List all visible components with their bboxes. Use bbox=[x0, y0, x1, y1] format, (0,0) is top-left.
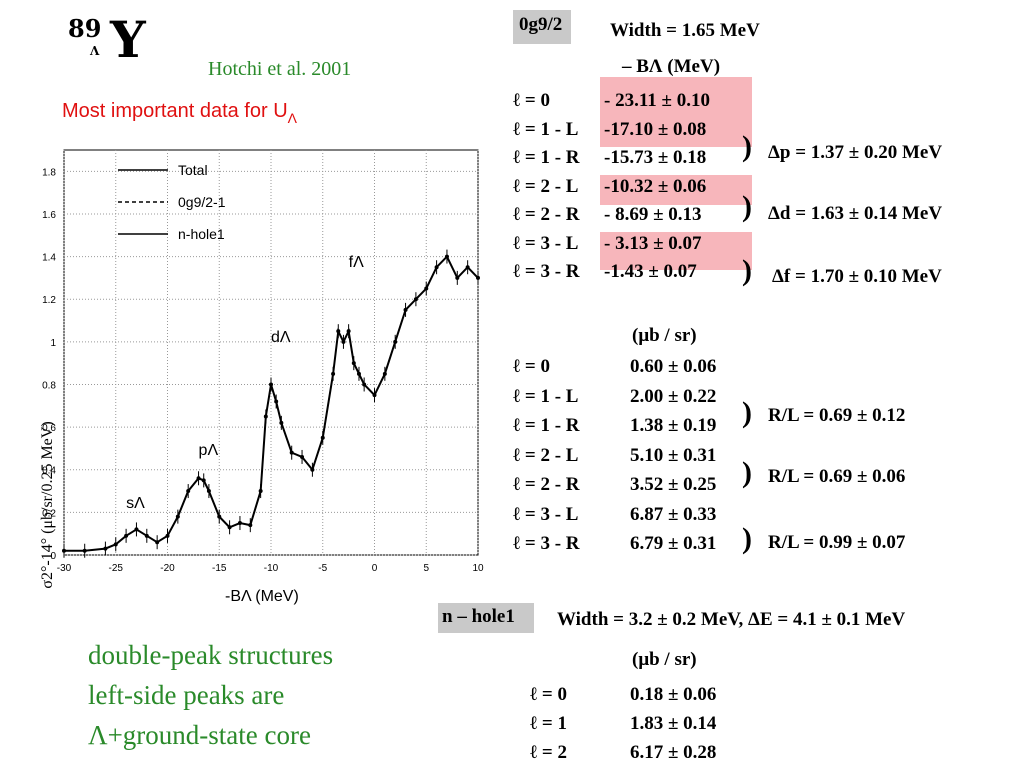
x-tick-label: -10 bbox=[264, 563, 279, 574]
peak-label: sΛ bbox=[126, 495, 145, 512]
brace-d: ) bbox=[742, 190, 752, 223]
peak-label: fΛ bbox=[349, 254, 364, 271]
xs-row-label: ℓ = 3 - L bbox=[513, 503, 579, 525]
energy-row-label: ℓ = 0 bbox=[513, 90, 550, 111]
nhole-row-value: 0.18 ± 0.06 bbox=[630, 684, 717, 705]
y-tick-label: 1 bbox=[50, 338, 56, 349]
ratio-3: R/L = 0.99 ± 0.07 bbox=[768, 532, 906, 553]
highlight-3 bbox=[600, 232, 752, 270]
brace-f: ) bbox=[742, 254, 752, 287]
y-tick-label: 1.8 bbox=[42, 167, 56, 178]
brace-r1: ) bbox=[742, 396, 752, 429]
note-line-2: left-side peaks are bbox=[88, 680, 285, 710]
xs-row-value: 1.38 ± 0.19 bbox=[630, 415, 717, 436]
xs-unit: (μb / sr) bbox=[632, 325, 697, 346]
nhole-row-value: 1.83 ± 0.14 bbox=[630, 713, 717, 734]
brace-r2: ) bbox=[742, 456, 752, 489]
mass-number: 89 bbox=[68, 14, 102, 43]
x-axis-label: -BΛ (MeV) bbox=[225, 588, 299, 605]
peak-label: pΛ bbox=[199, 442, 219, 459]
nhole-unit: (μb / sr) bbox=[632, 649, 697, 670]
y-tick-label: 0.2 bbox=[42, 508, 56, 519]
x-tick-label: -20 bbox=[160, 563, 175, 574]
y-tick-label: 1.6 bbox=[42, 210, 56, 221]
table-0g-width: Width = 1.65 MeV bbox=[610, 20, 760, 41]
energy-row-value: -17.10 ± 0.08 bbox=[604, 118, 707, 140]
x-tick-label: -15 bbox=[212, 563, 227, 574]
reference: Hotchi et al. 2001 bbox=[208, 58, 352, 80]
energy-row-value: -15.73 ± 0.18 bbox=[604, 147, 707, 168]
energy-row-value: - 3.13 ± 0.07 bbox=[604, 232, 702, 254]
legend-label: n-hole1 bbox=[178, 226, 225, 242]
x-tick-label: 5 bbox=[423, 563, 429, 574]
table-0g-header: 0g9/2 bbox=[519, 14, 563, 35]
ratio-1: R/L = 0.69 ± 0.12 bbox=[768, 405, 906, 426]
legend-label: 0g9/2-1 bbox=[178, 194, 226, 210]
legend-label: Total bbox=[178, 162, 208, 178]
brace-r3: ) bbox=[742, 522, 752, 555]
note-line-1: double-peak structures bbox=[88, 640, 334, 670]
header-box-0g bbox=[513, 10, 571, 44]
x-tick-label: 10 bbox=[472, 563, 484, 574]
nhole-row-label: ℓ = 2 bbox=[530, 742, 567, 763]
brace-p: ) bbox=[742, 130, 752, 163]
nhole-row-label: ℓ = 0 bbox=[530, 684, 567, 705]
table-nhole-width: Width = 3.2 ± 0.2 MeV, ΔE = 4.1 ± 0.1 Me… bbox=[557, 609, 906, 630]
spectrum-chart: 0 0.2 0.4 0.6 0.8 1 1.2 1.4 1.6 1.8 -30 -25 -20 -15 -1… bbox=[42, 149, 484, 574]
y-tick-label: 0 bbox=[50, 551, 56, 562]
y-tick-label: 1.2 bbox=[42, 295, 56, 306]
energy-row-value: - 8.69 ± 0.13 bbox=[604, 204, 702, 225]
nhole-row-label: ℓ = 1 bbox=[530, 713, 567, 734]
x-tick-label: -30 bbox=[57, 563, 72, 574]
y-tick-label: 1.4 bbox=[42, 253, 56, 264]
y-tick-label: 0.8 bbox=[42, 380, 56, 391]
xs-row-label: ℓ = 2 - R bbox=[513, 474, 580, 495]
x-tick-label: -25 bbox=[109, 563, 124, 574]
delta-d: Δd = 1.63 ± 0.14 MeV bbox=[768, 203, 943, 224]
peak-label: dΛ bbox=[271, 329, 291, 346]
energy-row-label: ℓ = 3 - R bbox=[513, 261, 580, 282]
delta-f: Δf = 1.70 ± 0.10 MeV bbox=[772, 266, 942, 287]
xs-row-label: ℓ = 1 - L bbox=[513, 385, 579, 407]
energy-row-label: ℓ = 1 - R bbox=[513, 147, 580, 168]
xs-row-value: 0.60 ± 0.06 bbox=[630, 356, 717, 377]
energy-row-label: ℓ = 2 - R bbox=[513, 204, 580, 225]
important-note: Most important data for UΛ bbox=[62, 100, 298, 126]
header-box-nhole bbox=[438, 603, 534, 633]
highlight-1 bbox=[600, 77, 752, 147]
xs-row-label: ℓ = 3 - R bbox=[513, 533, 580, 554]
delta-p: Δp = 1.37 ± 0.20 MeV bbox=[768, 142, 943, 163]
xs-row-label: ℓ = 2 - L bbox=[513, 444, 579, 466]
xs-row-value: 2.00 ± 0.22 bbox=[630, 385, 717, 407]
energy-row-label: ℓ = 2 - L bbox=[513, 175, 579, 197]
note-line-3: Λ+ground-state core bbox=[88, 720, 311, 750]
xs-row-value: 5.10 ± 0.31 bbox=[630, 444, 717, 466]
x-tick-label: -5 bbox=[318, 563, 327, 574]
energy-row-value: -1.43 ± 0.07 bbox=[604, 261, 697, 282]
table-nhole-header: n – hole1 bbox=[442, 606, 515, 627]
nhole-row-value: 6.17 ± 0.28 bbox=[630, 742, 717, 763]
xs-row-value: 6.87 ± 0.33 bbox=[630, 503, 717, 525]
y-tick-label: 0.4 bbox=[42, 466, 56, 477]
xs-row-value: 3.52 ± 0.25 bbox=[630, 474, 717, 495]
highlight-2 bbox=[600, 175, 752, 205]
ratio-2: R/L = 0.69 ± 0.06 bbox=[768, 466, 906, 487]
y-tick-label: 0.6 bbox=[42, 423, 56, 434]
energy-row-value: -10.32 ± 0.06 bbox=[604, 175, 707, 197]
spectrum-figure: σ2°-14° (μb/sr/0.25 MeV) 0 0.2 0.4 0.6 0.8 1 1… bbox=[0, 140, 490, 620]
lambda-subscript: Λ bbox=[90, 44, 100, 58]
energy-row-label: ℓ = 1 - L bbox=[513, 118, 579, 140]
energy-row-value: - 23.11 ± 0.10 bbox=[604, 90, 710, 111]
element-symbol: Y bbox=[110, 10, 146, 69]
x-tick-label: 0 bbox=[372, 563, 378, 574]
energy-row-label: ℓ = 3 - L bbox=[513, 232, 579, 254]
table-0g-col-header: – BΛ (MeV) bbox=[622, 56, 721, 77]
xs-row-label: ℓ = 1 - R bbox=[513, 415, 580, 436]
xs-row-value: 6.79 ± 0.31 bbox=[630, 533, 717, 554]
xs-row-label: ℓ = 0 bbox=[513, 356, 550, 377]
